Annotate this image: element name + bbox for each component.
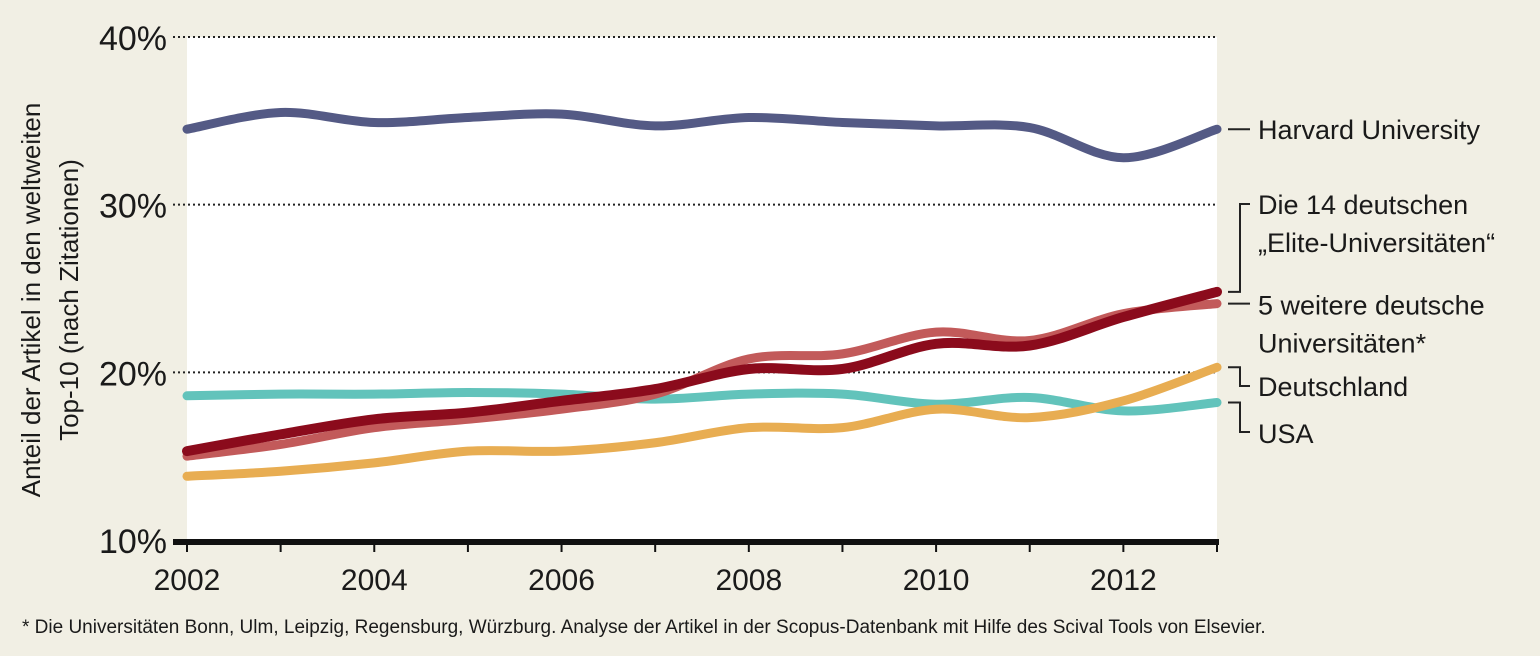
x-tick-label: 2010 [903,564,970,597]
y-axis-label-line2: Top-10 (nach Zitationen) [54,159,84,441]
y-axis-label: Anteil der Artikel in den weltweiten Top-… [16,103,84,498]
legend-label-elite-line2: „Elite-Universitäten“ [1258,228,1495,258]
y-tick-label: 10% [99,523,167,561]
legend-label-weitere-line1: 5 weitere deutsche [1258,291,1485,321]
y-tick-label: 20% [99,355,167,393]
y-tick-label: 30% [99,188,167,226]
legend-connector-usa [1228,401,1250,433]
legend-label-weitere-line2: Universitäten* [1258,329,1427,359]
series-line-die-14-deutschen-elite-universit-ten [182,286,1222,457]
x-axis-line [173,539,1219,545]
x-tick-label: 2004 [341,564,408,597]
series-line-usa [182,387,1222,416]
series-line-harvard-university [182,107,1222,163]
y-axis-label-line1: Anteil der Artikel in den weltweiten [16,103,46,498]
x-tick-label: 2002 [154,564,221,597]
x-tick-label: 2008 [715,564,782,597]
legend-label-harvard: Harvard University [1258,115,1481,145]
legend-connector-elite [1228,203,1250,293]
legend-label-usa: USA [1258,419,1314,449]
x-tick-label: 2006 [528,564,595,597]
footnote: * Die Universitäten Bonn, Ulm, Leipzig, … [22,617,1266,638]
legend-label-deutschland: Deutschland [1258,372,1408,402]
legend-label-elite-line1: Die 14 deutschen [1258,190,1468,220]
legend-connector-deutschland [1228,366,1250,387]
y-tick-label: 40% [99,20,167,58]
series-line-deutschland [182,362,1222,481]
x-tick-label: 2012 [1090,564,1157,597]
